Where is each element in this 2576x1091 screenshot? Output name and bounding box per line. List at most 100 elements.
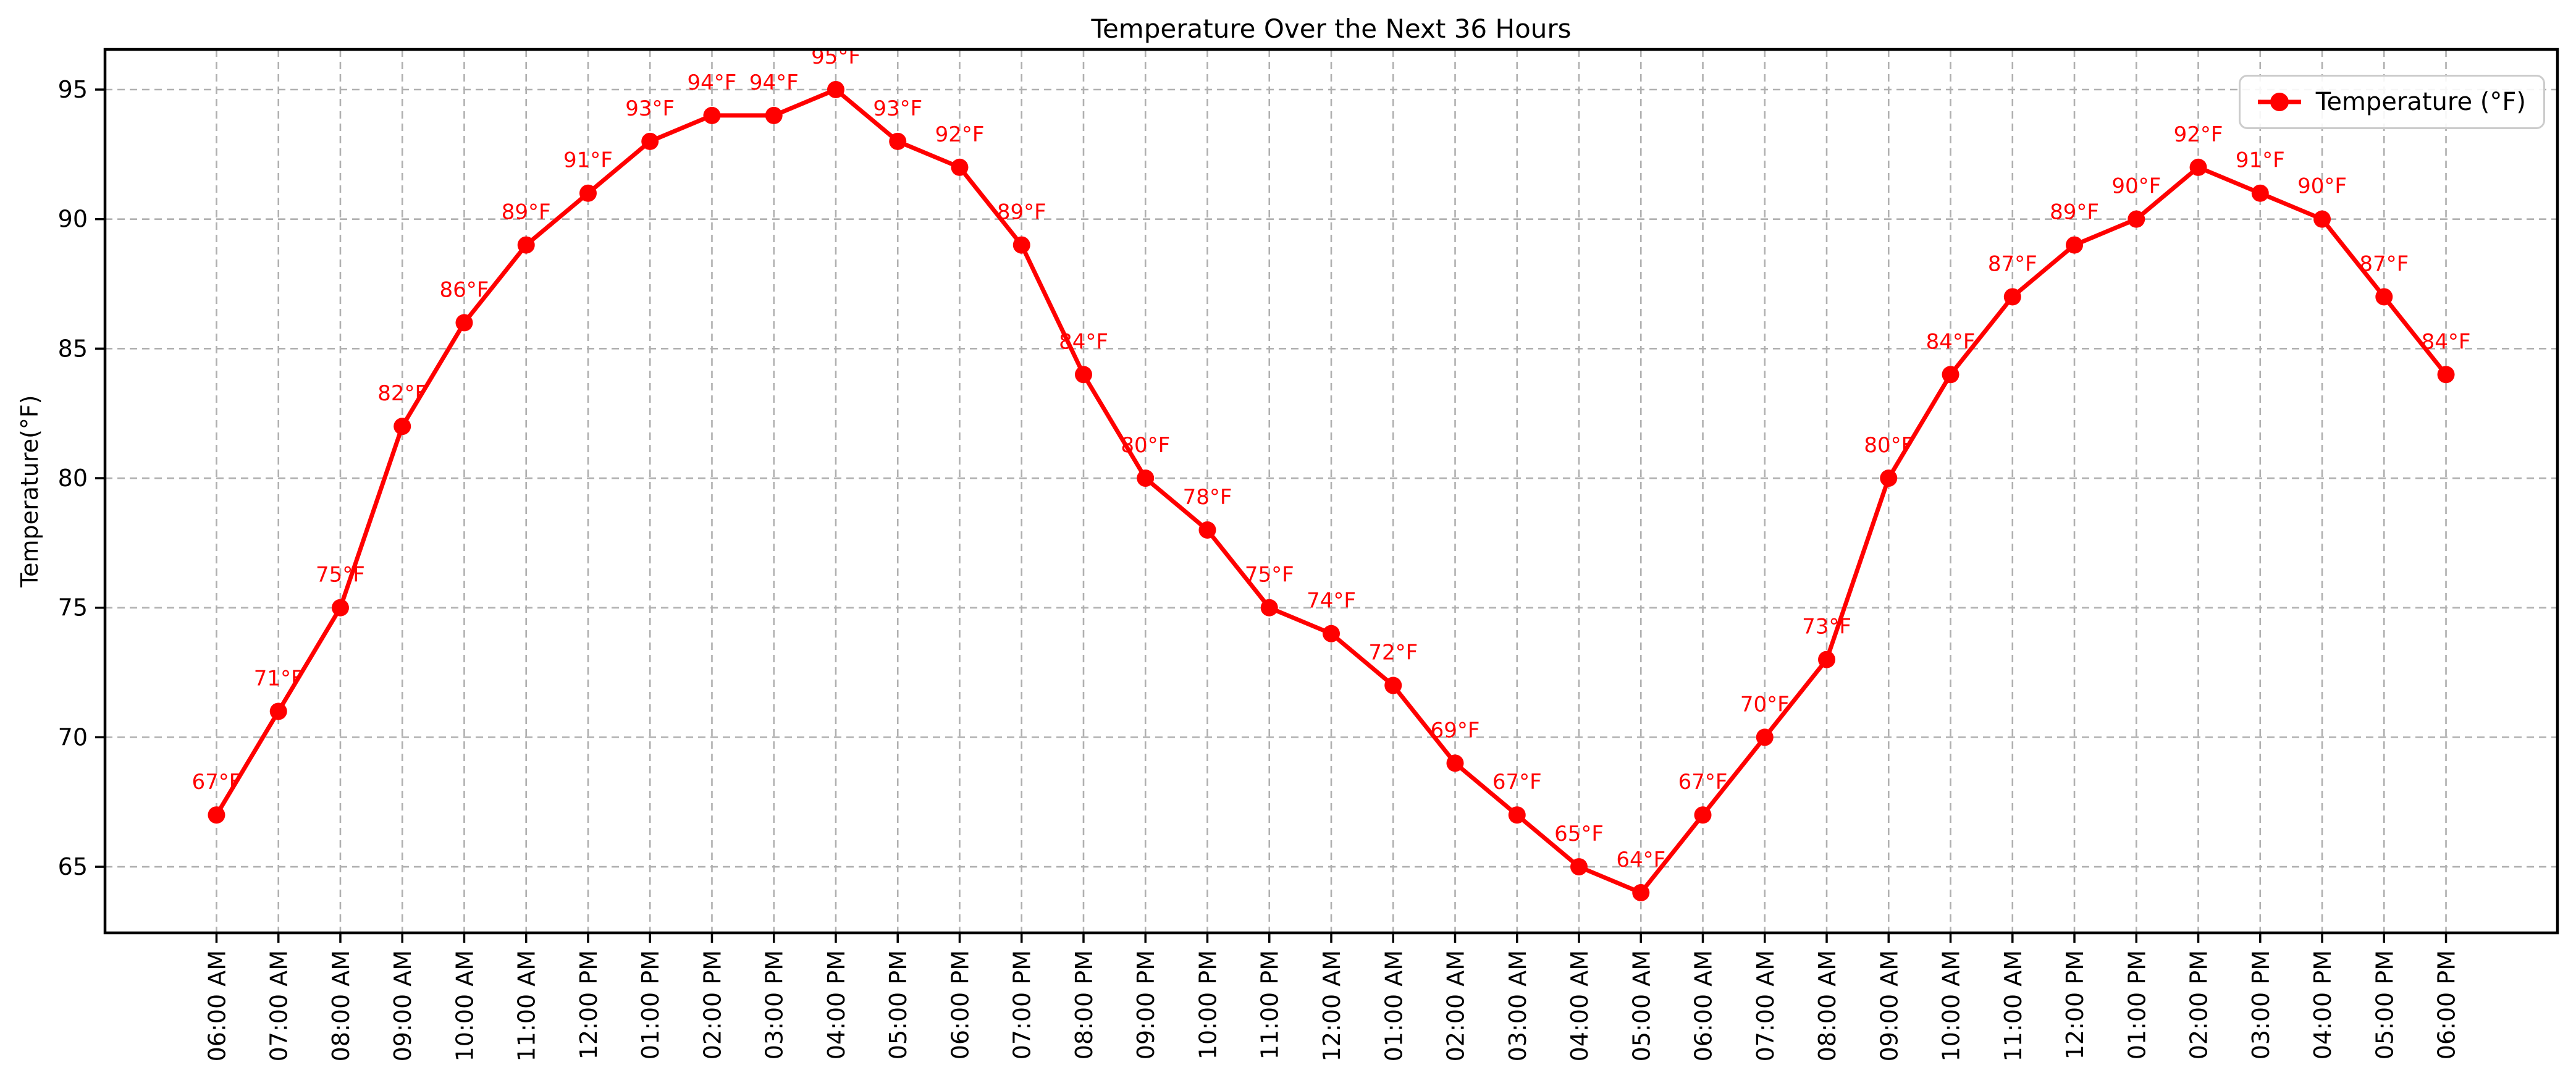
x-tick-label: 10:00 PM — [1194, 950, 1221, 1059]
x-tick-label: 09:00 AM — [389, 950, 416, 1061]
x-tick-label: 08:00 AM — [1814, 950, 1841, 1061]
data-point-label: 91°F — [563, 148, 613, 173]
data-point-marker — [1323, 625, 1340, 642]
data-point-marker — [1137, 470, 1155, 487]
x-tick-label: 03:00 PM — [761, 950, 788, 1059]
data-point-marker — [269, 702, 287, 720]
data-point-marker — [1818, 651, 1836, 668]
data-point-label: 74°F — [1307, 589, 1356, 613]
x-tick-label: 04:00 PM — [2309, 950, 2336, 1059]
x-tick-label: 07:00 PM — [1009, 950, 1036, 1059]
x-tick-label: 01:00 PM — [2123, 950, 2150, 1059]
data-point-label: 65°F — [1554, 822, 1604, 846]
data-point-marker — [517, 236, 535, 254]
data-point-label: 87°F — [2359, 251, 2409, 276]
y-tick-label: 80 — [58, 465, 88, 492]
data-point-label: 86°F — [440, 277, 489, 302]
data-point-marker — [394, 418, 411, 436]
chart-title: Temperature Over the Next 36 Hours — [1091, 14, 1572, 44]
data-point-label: 84°F — [1059, 329, 1108, 354]
data-point-marker — [1880, 470, 1898, 487]
data-point-marker — [2251, 184, 2269, 202]
data-point-label: 90°F — [2297, 174, 2347, 199]
x-tick-label: 12:00 AM — [1318, 950, 1345, 1061]
data-point-marker — [2313, 210, 2331, 228]
data-point-marker — [1446, 754, 1464, 772]
data-point-marker — [641, 132, 659, 150]
data-point-label: 73°F — [1802, 615, 1851, 639]
data-point-marker — [2437, 366, 2455, 384]
data-point-marker — [2003, 288, 2021, 306]
data-point-marker — [1198, 521, 1216, 539]
data-point-label: 92°F — [2174, 122, 2223, 147]
x-tick-label: 07:00 AM — [266, 950, 293, 1061]
x-tick-label: 05:00 AM — [1628, 950, 1655, 1061]
data-point-label: 93°F — [625, 96, 675, 121]
y-tick-label: 75 — [58, 594, 88, 621]
x-tick-label: 09:00 PM — [1132, 950, 1160, 1059]
data-point-label: 94°F — [688, 70, 737, 95]
x-tick-label: 03:00 PM — [2247, 950, 2275, 1059]
x-tick-label: 11:00 PM — [1256, 950, 1284, 1059]
data-point-marker — [2375, 288, 2393, 306]
data-point-label: 93°F — [873, 96, 922, 121]
data-point-label: 87°F — [1988, 251, 2037, 276]
data-point-label: 69°F — [1431, 718, 1480, 743]
x-tick-label: 07:00 AM — [1752, 950, 1779, 1061]
x-tick-label: 02:00 PM — [699, 950, 726, 1059]
x-tick-label: 05:00 PM — [2371, 950, 2398, 1059]
y-axis-label: Temperature(°F) — [16, 395, 43, 588]
legend-label: Temperature (°F) — [2315, 88, 2526, 116]
y-tick-label: 70 — [58, 723, 88, 751]
x-tick-label: 05:00 PM — [885, 950, 912, 1059]
x-tick-label: 12:00 PM — [575, 950, 602, 1059]
data-point-marker — [827, 81, 844, 98]
data-point-marker — [2066, 236, 2084, 254]
y-tick-label: 65 — [58, 853, 88, 880]
data-point-label: 89°F — [997, 200, 1046, 225]
data-point-marker — [1074, 366, 1092, 384]
y-tick-label: 95 — [58, 76, 88, 103]
plot-border — [103, 48, 2559, 935]
data-point-label: 67°F — [1492, 770, 1542, 794]
data-point-label: 75°F — [1245, 563, 1294, 588]
data-point-marker — [703, 106, 721, 124]
data-point-label: 67°F — [1678, 770, 1728, 794]
x-tick-label: 08:00 AM — [327, 950, 355, 1061]
data-point-marker — [455, 314, 473, 332]
data-point-marker — [331, 599, 349, 617]
data-point-marker — [2189, 158, 2207, 176]
x-tick-label: 09:00 AM — [1875, 950, 1903, 1061]
x-tick-label: 06:00 PM — [946, 950, 974, 1059]
data-point-label: 64°F — [1616, 848, 1665, 872]
data-point-label: 72°F — [1368, 641, 1418, 665]
data-point-label: 67°F — [192, 770, 242, 794]
data-point-label: 89°F — [502, 200, 551, 225]
x-tick-label: 02:00 PM — [2186, 950, 2213, 1059]
data-point-label: 70°F — [1740, 692, 1790, 717]
data-point-label: 71°F — [254, 666, 303, 691]
data-point-marker — [1508, 806, 1526, 824]
data-point-marker — [889, 132, 907, 150]
data-point-label: 90°F — [2111, 174, 2161, 199]
data-point-marker — [1260, 599, 1278, 617]
x-tick-label: 01:00 PM — [637, 950, 664, 1059]
x-tick-label: 04:00 PM — [823, 950, 850, 1059]
data-point-marker — [1942, 366, 1959, 384]
data-point-label: 94°F — [749, 70, 799, 95]
data-point-label: 84°F — [2422, 329, 2471, 354]
data-point-marker — [208, 806, 225, 824]
data-point-marker — [1384, 676, 1402, 694]
legend-line-marker-icon — [2257, 93, 2301, 111]
legend: Temperature (°F) — [2238, 75, 2545, 129]
data-point-label: 82°F — [377, 381, 427, 406]
x-tick-label: 01:00 AM — [1380, 950, 1407, 1061]
data-point-marker — [1694, 806, 1712, 824]
data-point-label: 78°F — [1183, 485, 1232, 510]
x-tick-label: 06:00 AM — [1690, 950, 1717, 1061]
data-point-marker — [1012, 236, 1030, 254]
x-tick-label: 11:00 AM — [513, 950, 541, 1061]
y-tick-label: 90 — [58, 206, 88, 233]
